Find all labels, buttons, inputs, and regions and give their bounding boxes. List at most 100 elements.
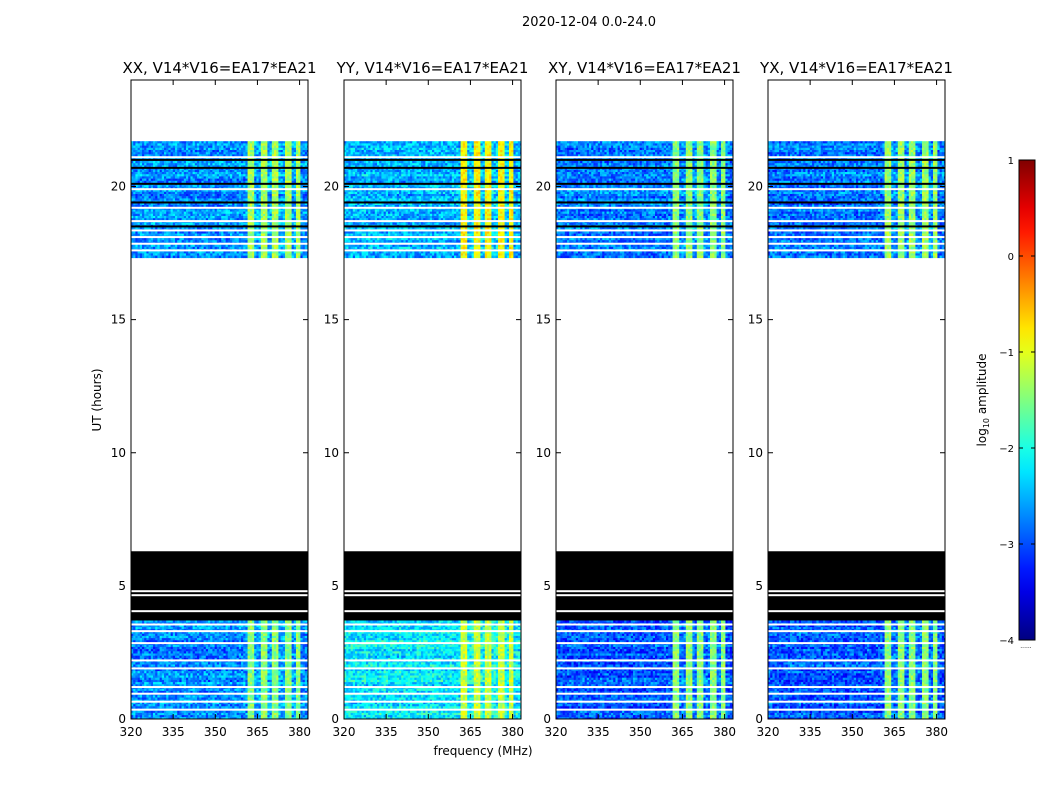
y-tick-label: 5 (118, 579, 126, 593)
flagged-block (131, 551, 308, 621)
gap-line (768, 667, 945, 670)
gap-line (768, 610, 945, 613)
gap-line (556, 249, 733, 252)
x-tick-label: 380 (713, 725, 736, 739)
gap-line (344, 692, 521, 695)
gap-line (131, 659, 308, 662)
x-tick-label: 350 (204, 725, 227, 739)
gap-line (556, 594, 733, 597)
waterfall-image (556, 141, 733, 719)
flag-line (344, 166, 521, 169)
flag-line (768, 201, 945, 204)
gap-line (768, 220, 945, 223)
gap-line (131, 630, 308, 633)
gap-line (768, 206, 945, 209)
x-tick-label: 350 (841, 725, 864, 739)
flagged-block (768, 551, 945, 621)
x-tick-label: 365 (246, 725, 269, 739)
gap-line (344, 667, 521, 670)
gap-line (556, 206, 733, 209)
gap-line (556, 623, 733, 626)
x-tick-label: 320 (120, 725, 143, 739)
colorbar-tick-label: 1 (1008, 156, 1014, 167)
flag-line (344, 182, 521, 185)
gap-line (556, 708, 733, 711)
gap-line (344, 188, 521, 191)
y-tick-label: 0 (755, 712, 763, 726)
gap-line (131, 686, 308, 689)
gap-line (131, 206, 308, 209)
x-tick-label: 335 (375, 725, 398, 739)
y-tick-label: 0 (118, 712, 126, 726)
colorbar-tick-label: −4 (999, 636, 1014, 647)
gap-line (556, 630, 733, 633)
x-tick-label: 335 (587, 725, 610, 739)
x-tick-label: 380 (501, 725, 524, 739)
gap-line (768, 156, 945, 159)
y-tick-label: 5 (331, 579, 339, 593)
flag-line (131, 225, 308, 228)
gap-line (131, 220, 308, 223)
gap-line (344, 236, 521, 239)
gap-line (344, 642, 521, 645)
gap-line (131, 642, 308, 645)
axes-frame (767, 79, 946, 720)
gap-line (768, 642, 945, 645)
gap-line (344, 156, 521, 159)
gap-line (131, 236, 308, 239)
gap-line (131, 667, 308, 670)
flag-line (768, 158, 945, 161)
gap-line (556, 686, 733, 689)
flag-line (556, 225, 733, 228)
x-tick-label: 365 (459, 725, 482, 739)
y-tick-label: 5 (543, 579, 551, 593)
gap-line (344, 659, 521, 662)
gap-line (556, 236, 733, 239)
colorbar-tick-label: −1 (999, 348, 1014, 359)
gap-line (131, 700, 308, 703)
gap-line (344, 220, 521, 223)
flag-line (131, 182, 308, 185)
y-tick-label: 15 (111, 313, 126, 327)
gap-line (556, 590, 733, 593)
gap-line (768, 188, 945, 191)
gap-line (344, 249, 521, 252)
gap-line (344, 229, 521, 232)
y-tick-label: 10 (748, 446, 763, 460)
gap-line (556, 220, 733, 223)
gap-line (768, 686, 945, 689)
panel-title: YY, V14*V16=EA17*EA21 (336, 59, 529, 77)
axes-frame (343, 79, 522, 720)
gap-line (556, 610, 733, 613)
panel-xy: XY, V14*V16=EA17*EA21 320 335 350 365 380 0 5 10… (536, 59, 741, 739)
x-axis-label: frequency (MHz) (433, 744, 532, 758)
x-tick-label: 380 (925, 725, 948, 739)
gap-line (344, 630, 521, 633)
y-tick-label: 10 (324, 446, 339, 460)
gap-line (556, 659, 733, 662)
flagged-block (556, 551, 733, 621)
gap-line (768, 700, 945, 703)
gap-line (131, 590, 308, 593)
axes-frame (555, 79, 734, 720)
y-tick-label: 20 (111, 180, 126, 194)
flag-line (556, 166, 733, 169)
axes-frame (130, 79, 309, 720)
colorbar: −4 −3 −2 −1 0 1 (999, 156, 1036, 647)
flag-line (768, 182, 945, 185)
y-tick-label: 10 (536, 446, 551, 460)
gap-line (768, 236, 945, 239)
gap-line (768, 630, 945, 633)
gap-line (131, 708, 308, 711)
gap-line (344, 206, 521, 209)
y-tick-label: 5 (755, 579, 763, 593)
x-tick-label: 320 (757, 725, 780, 739)
gap-line (344, 686, 521, 689)
flag-line (131, 201, 308, 204)
waterfall-image (131, 141, 308, 719)
gap-line (131, 156, 308, 159)
gap-line (768, 249, 945, 252)
panel-yx: YX, V14*V16=EA17*EA21 320 335 350 365 380 0 5 10… (748, 59, 953, 739)
panel-yy: YY, V14*V16=EA17*EA21 320 335 350 365 380 0 5 10… (324, 59, 529, 739)
